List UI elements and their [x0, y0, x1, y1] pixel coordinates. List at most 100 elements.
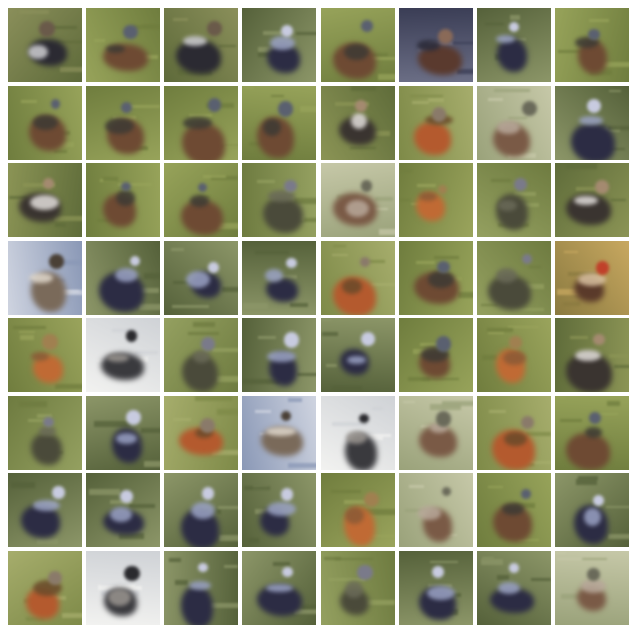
- generated-sample-tile: [164, 163, 239, 238]
- bird-head: [283, 332, 300, 348]
- texture-stroke: [322, 332, 338, 337]
- texture-stroke: [526, 431, 551, 437]
- texture-stroke: [217, 223, 239, 229]
- texture-stroke: [293, 198, 317, 204]
- texture-stroke: [508, 116, 527, 120]
- bird-head: [435, 411, 452, 427]
- bird-head: [509, 563, 520, 573]
- generated-sample-tile: [398, 395, 473, 470]
- bird-wing: [575, 349, 601, 362]
- texture-stroke: [212, 449, 239, 456]
- texture-stroke: [102, 176, 119, 183]
- texture-stroke: [602, 61, 629, 67]
- bird-wing: [27, 44, 48, 60]
- bird-head: [521, 489, 531, 499]
- texture-stroke: [487, 328, 514, 332]
- texture-stroke: [375, 196, 394, 202]
- texture-stroke: [420, 342, 441, 346]
- texture-stroke: [428, 41, 454, 46]
- generated-sample-tile: [242, 85, 317, 160]
- generated-sample-tile: [86, 8, 161, 82]
- texture-stroke: [295, 32, 317, 35]
- bird-head: [592, 494, 604, 506]
- bird-wing: [496, 35, 516, 44]
- generated-image-grid: [8, 8, 631, 627]
- texture-stroke: [582, 557, 608, 560]
- texture-stroke: [411, 100, 429, 104]
- texture-stroke: [272, 274, 298, 279]
- generated-sample-tile: [164, 318, 239, 393]
- texture-stroke: [195, 395, 233, 401]
- texture-stroke: [344, 500, 366, 504]
- bird-wing: [267, 501, 297, 517]
- texture-stroke: [458, 292, 473, 298]
- texture-stroke: [20, 100, 38, 104]
- texture-stroke: [223, 145, 239, 149]
- bird-wing: [30, 194, 59, 211]
- generated-sample-tile: [242, 550, 317, 625]
- texture-stroke: [496, 574, 510, 580]
- generated-sample-tile: [398, 163, 473, 238]
- generated-sample-tile: [320, 395, 395, 470]
- texture-stroke: [334, 101, 369, 106]
- texture-stroke: [215, 376, 239, 382]
- texture-stroke: [399, 198, 411, 202]
- texture-stroke: [430, 560, 458, 564]
- texture-stroke: [170, 248, 185, 251]
- texture-stroke: [563, 250, 579, 254]
- generated-sample-tile: [320, 318, 395, 393]
- texture-stroke: [331, 385, 362, 392]
- bird-head: [360, 257, 370, 267]
- bird-wing: [345, 431, 367, 445]
- generated-sample-tile: [164, 8, 239, 82]
- texture-stroke: [513, 503, 535, 508]
- texture-stroke: [55, 41, 82, 44]
- texture-stroke: [10, 482, 35, 488]
- texture-stroke: [608, 354, 629, 358]
- texture-stroke: [301, 604, 317, 609]
- bird-head: [589, 412, 602, 424]
- texture-stroke: [242, 379, 280, 384]
- texture-stroke: [243, 485, 270, 490]
- texture-stroke: [26, 616, 44, 622]
- generated-sample-tile: [242, 395, 317, 470]
- texture-stroke: [55, 383, 82, 390]
- bird-head: [50, 99, 61, 110]
- bird-wing: [503, 432, 527, 447]
- texture-stroke: [614, 365, 629, 369]
- bird-head: [521, 253, 533, 265]
- bird-head: [281, 410, 291, 421]
- generated-sample-tile: [86, 395, 161, 470]
- bird-wing: [266, 583, 294, 593]
- generated-sample-tile: [398, 8, 473, 82]
- texture-stroke: [484, 22, 504, 25]
- texture-stroke: [555, 552, 567, 555]
- bird-head: [121, 102, 132, 114]
- bird-wing: [585, 426, 603, 438]
- texture-stroke: [494, 89, 530, 92]
- texture-stroke: [402, 400, 416, 403]
- generated-sample-tile: [320, 163, 395, 238]
- texture-stroke: [254, 251, 289, 255]
- texture-stroke: [481, 559, 503, 565]
- texture-stroke: [371, 282, 395, 286]
- texture-stroke: [144, 273, 161, 279]
- bird-wing: [268, 189, 296, 202]
- texture-stroke: [359, 56, 395, 61]
- bird-head: [123, 24, 138, 39]
- bird-wing: [351, 113, 368, 130]
- bird-head: [586, 98, 601, 113]
- texture-stroke: [55, 223, 66, 227]
- bird-head: [208, 262, 220, 274]
- texture-stroke: [36, 414, 53, 419]
- bird-head: [357, 564, 373, 581]
- generated-sample-tile: [8, 550, 82, 625]
- texture-stroke: [109, 500, 132, 504]
- texture-stroke: [590, 69, 612, 76]
- generated-sample-tile: [320, 473, 395, 548]
- bird-body: [176, 40, 221, 75]
- bird-wing: [264, 269, 283, 283]
- texture-stroke: [570, 335, 589, 339]
- bird-wing: [497, 199, 518, 212]
- texture-stroke: [175, 580, 188, 585]
